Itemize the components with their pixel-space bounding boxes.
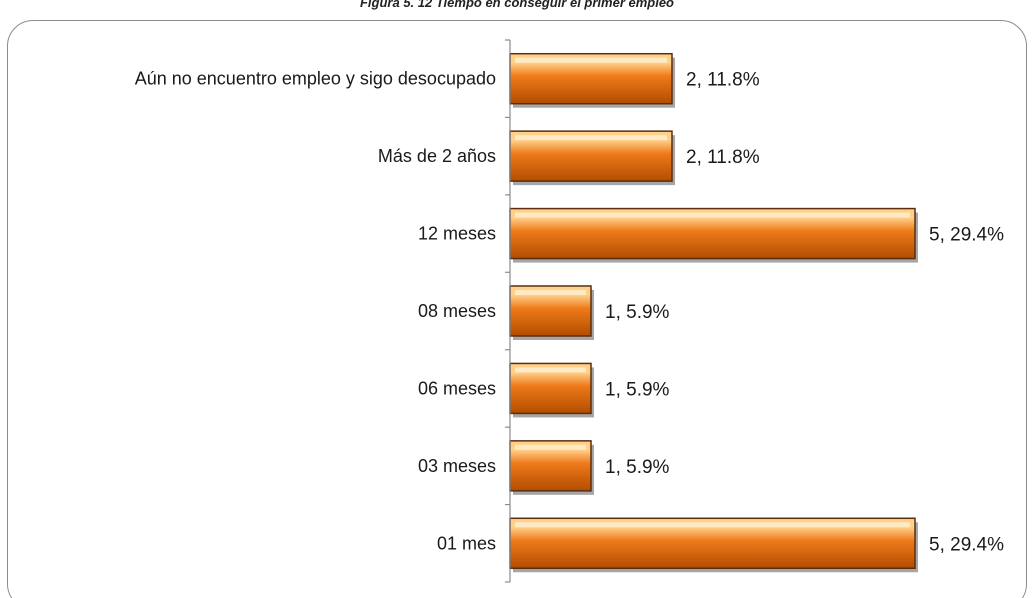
bar-highlight — [515, 135, 667, 141]
data-label: 1, 5.9% — [605, 457, 670, 478]
bar-highlight — [515, 367, 586, 373]
bar-highlight — [515, 522, 910, 528]
data-label: 5, 29.4% — [929, 225, 1004, 246]
data-label: 1, 5.9% — [605, 379, 670, 400]
y-axis — [505, 39, 511, 583]
data-label: 5, 29.4% — [929, 534, 1004, 555]
category-label: 08 meses — [418, 301, 496, 321]
category-label: 06 meses — [418, 378, 496, 398]
bars-layer — [509, 52, 918, 573]
data-label: 1, 5.9% — [605, 302, 670, 323]
bar-highlight — [515, 57, 667, 63]
bar-highlight — [515, 444, 586, 450]
category-label: 03 meses — [418, 456, 496, 476]
bar-highlight — [515, 212, 910, 218]
category-label: Aún no encuentro empleo y sigo desocupad… — [135, 69, 496, 89]
labels-layer: Aún no encuentro empleo y sigo desocupad… — [135, 69, 1004, 556]
figure-caption: Figura 5. 12 Tiempo en conseguir el prim… — [359, 0, 675, 10]
category-label: 01 mes — [437, 533, 496, 553]
category-label: 12 meses — [418, 224, 496, 244]
data-label: 2, 11.8% — [686, 147, 760, 168]
bar-highlight — [515, 290, 586, 295]
category-label: Más de 2 años — [378, 146, 496, 166]
data-label: 2, 11.8% — [686, 70, 760, 91]
chart-frame — [7, 20, 1027, 598]
